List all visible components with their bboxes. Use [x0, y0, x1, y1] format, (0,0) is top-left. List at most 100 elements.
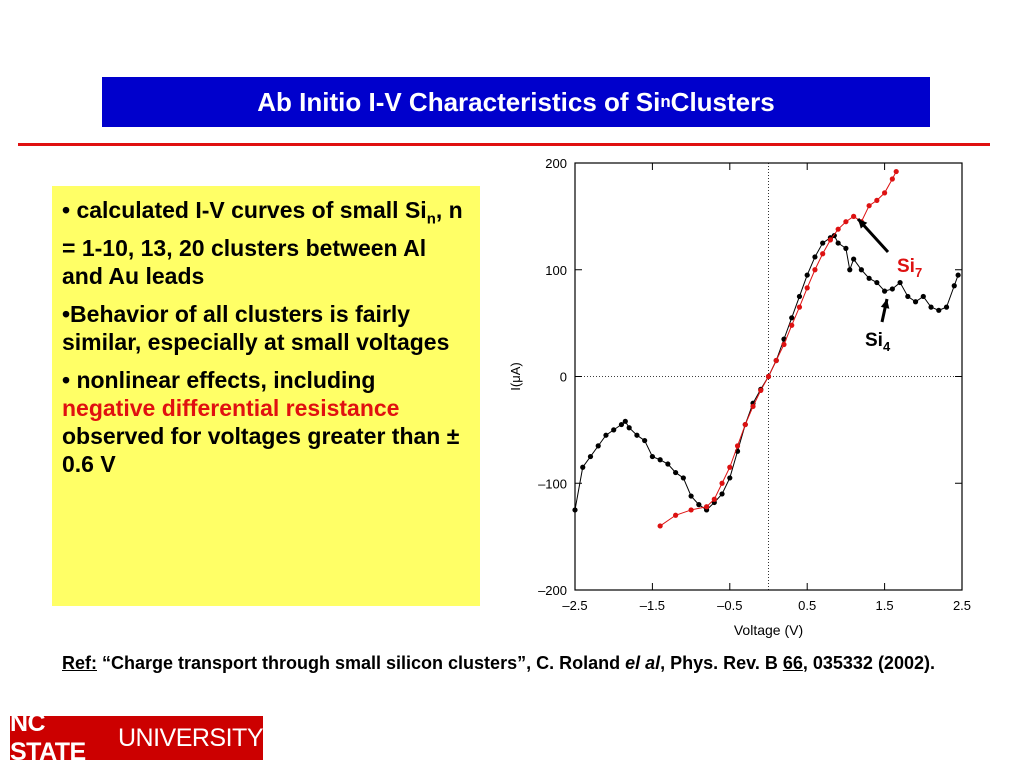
- text-run: n: [426, 210, 436, 228]
- data-point: [626, 425, 632, 431]
- data-point: [951, 283, 957, 289]
- data-point: [587, 453, 594, 460]
- slide-title: Ab Initio I-V Characteristics of Si n Clu…: [102, 77, 930, 127]
- data-point: [858, 267, 864, 273]
- text-run: , Phys. Rev. B: [660, 653, 783, 673]
- data-point: [642, 437, 648, 444]
- data-point: [847, 267, 853, 273]
- y-tick-label: 100: [545, 263, 567, 278]
- text-run: , n = 1-10, 13, 20 clusters between Al a…: [62, 197, 463, 289]
- data-point: [789, 315, 795, 321]
- arrow-head: [880, 299, 890, 309]
- x-tick-label: –0.5: [717, 598, 742, 613]
- data-point: [820, 240, 826, 246]
- text-run: UNIVERSITY: [117, 723, 264, 752]
- data-point: [711, 496, 717, 502]
- data-point: [688, 493, 694, 499]
- text-run: • nonlinear effects, including: [62, 366, 376, 393]
- text-run: •Behavior of all clusters is fairly simi…: [62, 300, 450, 355]
- text-run: Ref:: [62, 653, 97, 673]
- data-point: [943, 304, 950, 310]
- data-point: [882, 190, 888, 196]
- data-point: [928, 304, 934, 310]
- x-tick-label: 0.5: [798, 598, 816, 613]
- data-point: [680, 475, 686, 481]
- data-point: [812, 254, 818, 260]
- y-axis-label: I(μA): [508, 362, 523, 390]
- data-point: [727, 464, 733, 470]
- bullet: • nonlinear effects, including negative …: [62, 366, 470, 478]
- text-run: Ab Initio I-V Characteristics of Si: [257, 86, 661, 117]
- arrow-head: [858, 219, 868, 229]
- title-rule: [18, 143, 990, 146]
- text-run: 66: [782, 653, 803, 673]
- y-tick-label: 200: [545, 156, 567, 171]
- text-run: observed for voltages greater than ± 0.6…: [62, 422, 460, 477]
- bullet-box: • calculated I-V curves of small Sin, n …: [52, 186, 480, 606]
- text-run: Clusters: [670, 86, 775, 117]
- y-tick-label: –200: [538, 583, 567, 598]
- data-point: [796, 293, 803, 300]
- text-run: NC STATE: [10, 709, 86, 766]
- data-point: [719, 491, 725, 497]
- data-point: [611, 427, 617, 433]
- data-point: [603, 432, 609, 438]
- data-point: [889, 176, 895, 182]
- data-point: [920, 293, 926, 300]
- data-point: [781, 341, 787, 348]
- data-point: [835, 226, 841, 232]
- annotation-run: Si: [897, 256, 915, 277]
- data-point: [812, 267, 818, 273]
- data-point: [789, 322, 795, 328]
- data-point: [758, 387, 764, 393]
- data-point: [804, 285, 810, 291]
- data-point: [742, 421, 748, 428]
- annotation-run: 7: [915, 265, 922, 280]
- data-point: [622, 418, 628, 424]
- data-point: [851, 256, 857, 262]
- text-run: , 035332 (2002).: [802, 653, 935, 673]
- data-point: [835, 240, 841, 246]
- data-point: [734, 443, 741, 449]
- logo: NC STATE UNIVERSITY: [10, 709, 264, 766]
- x-tick-label: –2.5: [562, 598, 587, 613]
- bullet: •Behavior of all clusters is fairly simi…: [62, 300, 470, 356]
- data-point: [727, 475, 733, 481]
- y-tick-label: –100: [538, 476, 567, 491]
- text-run: n: [660, 92, 671, 111]
- y-tick-label: 0: [560, 370, 567, 385]
- x-tick-label: –1.5: [640, 598, 665, 613]
- data-point: [750, 403, 756, 409]
- x-tick-label: 2.5: [953, 598, 971, 613]
- data-point: [673, 512, 679, 518]
- data-point: [719, 480, 725, 486]
- annotation: Si7: [897, 256, 922, 280]
- data-point: [874, 279, 880, 286]
- data-point: [866, 275, 872, 281]
- data-point: [765, 373, 772, 380]
- data-point: [874, 197, 880, 203]
- data-point: [657, 457, 663, 463]
- text-run: el al: [625, 653, 661, 673]
- data-point: [897, 279, 903, 286]
- data-point: [843, 219, 849, 225]
- data-point: [936, 307, 942, 313]
- data-point: [634, 432, 640, 438]
- data-point: [688, 507, 694, 513]
- data-point: [703, 504, 710, 510]
- data-point: [912, 299, 919, 305]
- data-point: [649, 453, 656, 460]
- data-point: [580, 464, 586, 470]
- data-point: [905, 293, 911, 300]
- data-point: [618, 421, 625, 428]
- x-axis-label: Voltage (V): [734, 622, 803, 638]
- data-point: [773, 357, 779, 364]
- annotation-run: Si: [865, 330, 883, 351]
- data-point: [882, 288, 888, 294]
- data-point: [851, 213, 857, 219]
- data-point: [893, 168, 899, 175]
- data-point: [657, 523, 663, 529]
- data-point: [673, 469, 679, 476]
